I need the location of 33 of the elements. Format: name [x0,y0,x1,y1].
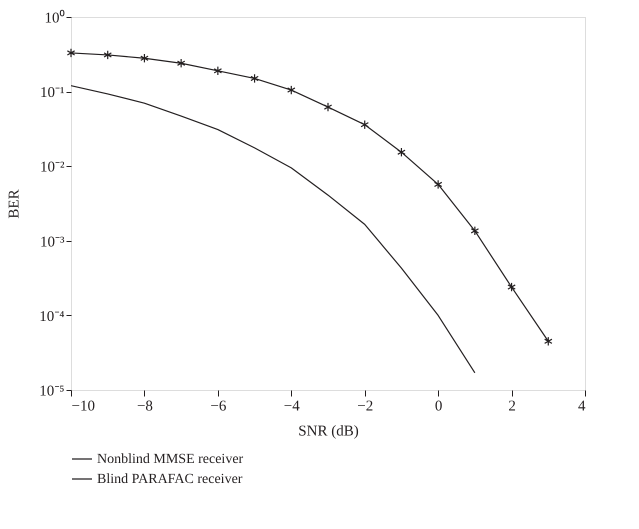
point [103,50,112,60]
point [140,53,149,64]
x-tick-label: −10 [72,398,95,414]
y-tick-label: 10⁻¹ [40,85,64,102]
line-series [71,85,476,374]
y-tick-label: 10⁻⁴ [39,308,64,325]
x-tick-label: 2 [508,398,516,414]
y-axis-title: BER [6,189,22,219]
point [397,147,406,157]
y-tick-label: 10⁻² [40,160,65,176]
point [470,226,480,236]
x-tick-label: −2 [357,398,374,414]
point [507,282,516,292]
x-tick-label: −8 [136,398,153,414]
x-tick-label: −4 [284,398,300,414]
point [544,336,553,346]
point [434,180,442,190]
point [176,58,186,68]
x-axis-title: SNR (dB) [298,424,359,440]
legend-label: Blind PARAFAC receiver [97,472,243,487]
point [214,66,222,76]
y-tick-label: 10⁰ [44,10,64,26]
point [287,85,296,95]
x-tick-label: 0 [434,398,442,414]
point [324,102,332,112]
y-tick-label: 10⁻⁵ [39,384,64,400]
point [360,120,369,130]
x-tick-label: −6 [210,398,227,414]
x-tick-label: 4 [578,398,586,414]
point [250,74,259,84]
legend-label: Nonblind MMSE receiver [97,452,244,467]
point [66,48,76,58]
y-tick-label: 10⁻³ [40,234,65,250]
